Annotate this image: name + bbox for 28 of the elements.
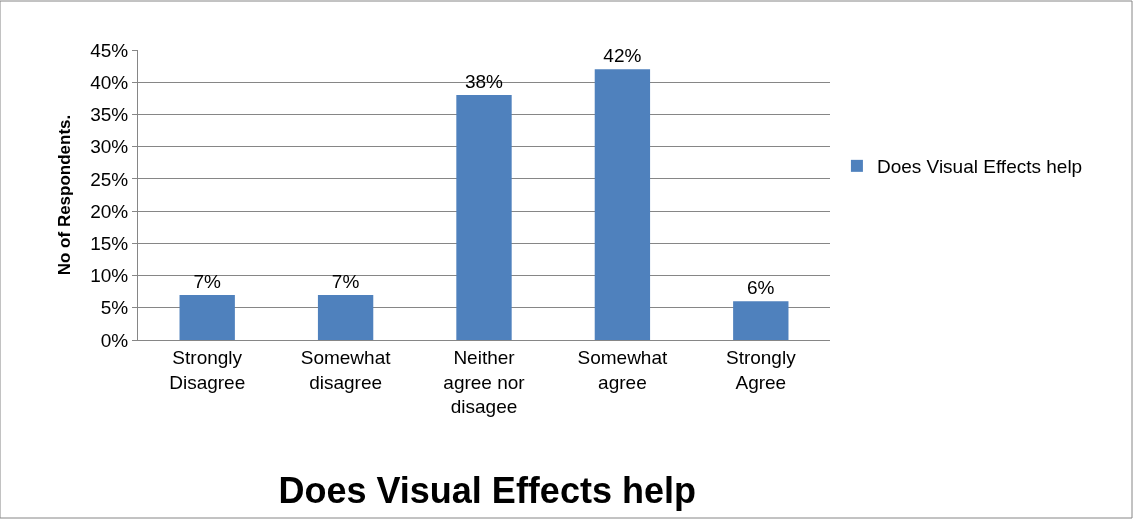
text: Does Visual Effects help [278,470,696,512]
bar [179,294,235,340]
data-label: 42% [603,45,642,67]
data-label: 7% [193,270,221,292]
legend-label: Does Visual Effects help [876,156,1083,178]
y-tick-label: 40% [90,71,129,93]
bar [456,95,512,340]
y-tick-label: 0% [100,329,129,351]
data-label: 38% [464,71,504,93]
x-tick-label: Strongly Agree [725,346,797,393]
y-tick-label: 10% [90,265,129,287]
bar [317,294,374,340]
y-tick-label: 5% [100,297,129,319]
y-tick-label: 30% [90,136,129,158]
x-tick-label: Somewhat disagree [300,346,392,393]
bar [733,301,789,340]
x-tick-label: Neither agree nor disagee [443,346,526,418]
y-tick-label: 45% [90,39,129,61]
data-label: 6% [747,277,775,299]
data-label: 7% [331,270,360,292]
y-tick-label: 15% [90,232,129,254]
y-tick-label: 35% [90,104,129,126]
bar [594,69,651,340]
y-tick-label: 25% [90,168,129,190]
x-tick-label: Somewhat agree [577,346,668,393]
y-tick-label: 20% [90,200,129,222]
y-axis-title: No of Respondents. [54,114,74,276]
x-tick-label: Strongly Disagree [169,346,246,393]
